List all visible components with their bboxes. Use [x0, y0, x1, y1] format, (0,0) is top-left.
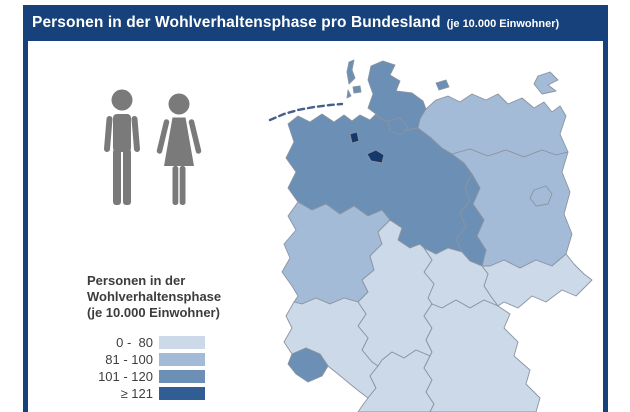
state-bremen: [366, 149, 385, 164]
content-area: Personen in der Wohlverhaltensphase (je …: [23, 41, 608, 412]
legend-label: 0 - 80: [116, 335, 153, 350]
legend-row: 0 - 80: [73, 335, 205, 350]
legend-swatch: [159, 336, 205, 349]
island-fehmarn: [435, 79, 450, 91]
page-subtitle: (je 10.000 Einwohner): [446, 18, 560, 30]
state-sachsen: [481, 253, 593, 309]
legend-swatch: [159, 370, 205, 383]
legend-row: 101 - 120: [73, 369, 205, 384]
island-foehr: [352, 85, 362, 94]
legend-label: 101 - 120: [98, 369, 153, 384]
page-title: Personen in der Wohlverhaltensphase pro …: [32, 14, 441, 31]
state-mecklenburg-vorpommern: [417, 93, 569, 158]
legend-title-line: (je 10.000 Einwohner): [87, 305, 220, 320]
legend-row: 81 - 100: [73, 352, 205, 367]
map-legend: 0 - 80 81 - 100 101 - 120 ≥ 121: [73, 335, 205, 404]
state-bremen-bremerhaven: [349, 131, 360, 144]
legend-label: ≥ 121: [120, 386, 153, 401]
island-ruegen: [533, 71, 559, 95]
legend-swatch: [159, 387, 205, 400]
legend-swatch: [159, 353, 205, 366]
header-bar: Personen in der Wohlverhaltensphase pro …: [23, 5, 608, 41]
germany-map: [268, 59, 593, 412]
island-sylt: [346, 59, 356, 85]
island-amrum: [346, 89, 352, 99]
legend-title-line: Wohlverhaltensphase: [87, 289, 222, 304]
person-icons: [100, 89, 210, 207]
legend-label: 81 - 100: [105, 352, 153, 367]
infographic-panel: Personen in der Wohlverhaltensphase pro …: [23, 5, 608, 412]
legend-row: ≥ 121: [73, 386, 205, 401]
state-saarland: [287, 347, 329, 383]
female-person-icon: [156, 93, 202, 205]
legend-title-line: Personen in der: [87, 273, 186, 288]
state-hamburg: [387, 117, 409, 136]
state-bayern: [423, 299, 541, 412]
state-berlin: [529, 185, 553, 207]
male-person-icon: [104, 89, 140, 205]
east-frisian-islands: [268, 102, 344, 122]
legend-title: Personen in der Wohlverhaltensphase (je …: [87, 273, 221, 321]
